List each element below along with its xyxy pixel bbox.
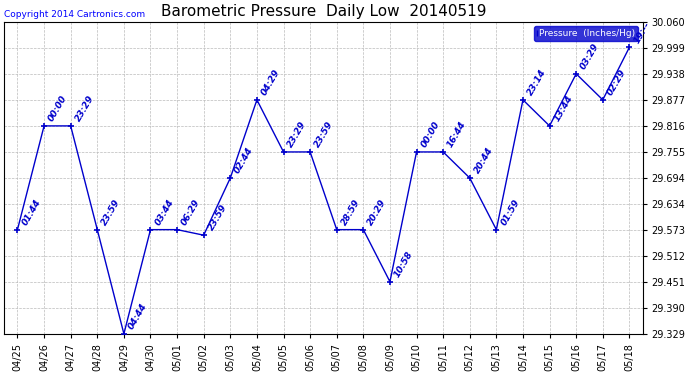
Title: Barometric Pressure  Daily Low  20140519: Barometric Pressure Daily Low 20140519 — [161, 4, 486, 19]
Legend: Pressure  (Inches/Hg): Pressure (Inches/Hg) — [534, 26, 638, 40]
Text: 23:29: 23:29 — [73, 94, 95, 123]
Text: 01:44: 01:44 — [20, 198, 42, 227]
Text: 02:29: 02:29 — [606, 68, 628, 97]
Text: 10:58: 10:58 — [393, 250, 415, 279]
Text: 04:44: 04:44 — [127, 302, 149, 331]
Text: 23:29: 23:29 — [286, 120, 308, 149]
Text: 23:14: 23:14 — [526, 68, 548, 97]
Text: 19:--: 19:-- — [632, 20, 652, 45]
Text: 20:44: 20:44 — [473, 146, 495, 175]
Text: 00:00: 00:00 — [47, 94, 69, 123]
Text: 20:29: 20:29 — [366, 198, 388, 227]
Text: 03:29: 03:29 — [579, 42, 601, 71]
Text: 23:59: 23:59 — [206, 203, 228, 232]
Text: 03:44: 03:44 — [153, 198, 175, 227]
Text: 28:59: 28:59 — [339, 198, 362, 227]
Text: 02:44: 02:44 — [233, 146, 255, 175]
Text: 23:59: 23:59 — [100, 198, 122, 227]
Text: 01:59: 01:59 — [499, 198, 521, 227]
Text: 06:29: 06:29 — [180, 198, 202, 227]
Text: 13:44: 13:44 — [552, 94, 575, 123]
Text: Copyright 2014 Cartronics.com: Copyright 2014 Cartronics.com — [4, 10, 146, 19]
Text: 00:00: 00:00 — [420, 120, 442, 149]
Text: 16:44: 16:44 — [446, 120, 468, 149]
Text: 23:59: 23:59 — [313, 120, 335, 149]
Text: 04:29: 04:29 — [259, 68, 282, 97]
